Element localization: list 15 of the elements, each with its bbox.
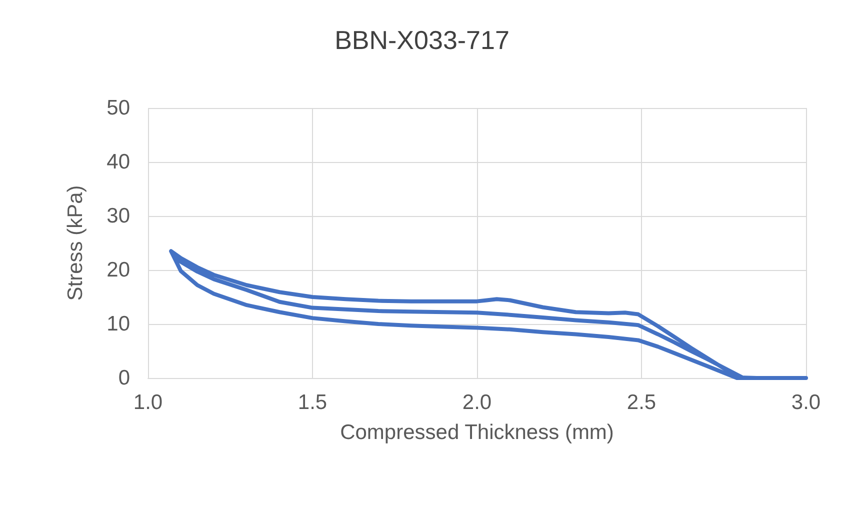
x-tick-label: 2.0 xyxy=(462,391,492,414)
y-tick-label: 40 xyxy=(106,150,130,174)
chart-title: BBN-X033-717 xyxy=(334,25,510,55)
line-series xyxy=(169,249,808,380)
y-axis-title: Stress (kPa) xyxy=(64,185,87,301)
x-tick-label: 2.5 xyxy=(626,391,656,414)
y-tick-label: 10 xyxy=(106,312,130,336)
y-tick-label: 20 xyxy=(106,258,130,282)
y-tick-label: 30 xyxy=(106,204,130,228)
x-tick-label: 3.0 xyxy=(791,391,821,414)
x-tick-label: 1.0 xyxy=(133,391,163,414)
y-tick-label: 0 xyxy=(118,366,130,390)
x-axis-title: Compressed Thickness (mm) xyxy=(340,421,614,444)
x-tick-label: 1.5 xyxy=(298,391,328,414)
y-tick-label: 50 xyxy=(106,96,130,120)
